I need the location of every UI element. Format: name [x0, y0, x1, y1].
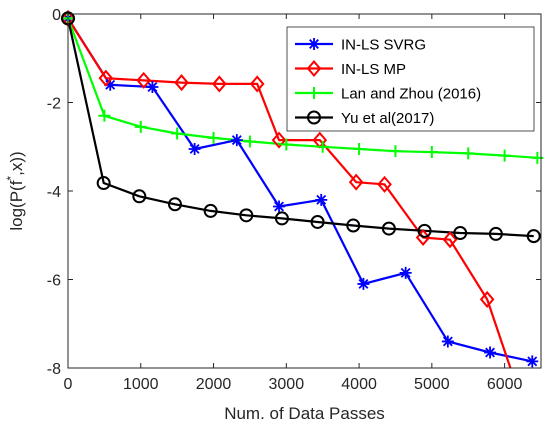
- data-point-lan-and-zhou-2016: [280, 138, 293, 151]
- data-point-yu-et-al-2017: [381, 221, 396, 236]
- y-axis-label-base: log(P(f: [7, 180, 26, 230]
- data-point-yu-et-al-2017: [132, 189, 147, 204]
- data-point-yu-et-al-2017: [96, 176, 111, 191]
- data-point-in-ls-mp: [136, 71, 151, 89]
- data-point-in-ls-mp: [377, 175, 392, 193]
- y-axis-label-tail: ,x)): [7, 151, 26, 176]
- data-point-yu-et-al-2017: [346, 218, 361, 233]
- data-point-in-ls-svrg: [188, 142, 201, 155]
- legend-label-in-ls-svrg: IN-LS SVRG: [341, 37, 426, 54]
- data-point-in-ls-svrg: [146, 81, 159, 94]
- series-line-lan-and-zhou-2016: [68, 18, 538, 159]
- x-axis-label: Num. of Data Passes: [224, 404, 385, 423]
- y-tick-label: -2: [47, 96, 61, 113]
- data-point-lan-and-zhou-2016: [425, 146, 438, 159]
- legend-marker-in-ls-svrg: [308, 38, 320, 50]
- data-point-in-ls-svrg: [357, 277, 370, 290]
- data-point-in-ls-mp: [98, 69, 114, 87]
- legend-marker-in-ls-mp: [306, 59, 322, 78]
- data-point-yu-et-al-2017: [239, 208, 254, 223]
- data-point-in-ls-svrg: [315, 193, 328, 206]
- data-point-in-ls-mp: [174, 74, 189, 92]
- x-tick-label: 6000: [487, 376, 523, 393]
- data-point-lan-and-zhou-2016: [243, 135, 256, 148]
- data-point-in-ls-svrg: [399, 266, 412, 279]
- x-tick-label: 4000: [341, 376, 377, 393]
- y-axis-label: log(P(f*,x)): [4, 151, 26, 230]
- x-tick-label: 0: [64, 376, 73, 393]
- data-point-yu-et-al-2017: [310, 214, 325, 229]
- data-point-lan-and-zhou-2016: [462, 147, 475, 160]
- data-point-in-ls-svrg: [441, 335, 454, 348]
- data-point-in-ls-mp: [442, 231, 458, 249]
- data-point-yu-et-al-2017: [274, 211, 289, 226]
- data-point-in-ls-svrg: [484, 346, 497, 359]
- legend-label-yu-et-al-2017: Yu et al(2017): [341, 110, 434, 127]
- data-point-in-ls-svrg: [104, 78, 117, 91]
- data-point-in-ls-mp: [249, 75, 265, 93]
- y-tick-label: -6: [47, 273, 61, 290]
- x-tick-label: 1000: [123, 376, 159, 393]
- data-point-in-ls-svrg: [526, 355, 539, 368]
- data-point-lan-and-zhou-2016: [498, 149, 511, 162]
- data-point-lan-and-zhou-2016: [316, 140, 329, 153]
- y-tick-label: 0: [52, 7, 61, 24]
- data-point-in-ls-svrg: [273, 200, 286, 213]
- legend-marker-yu-et-al-2017: [307, 110, 321, 125]
- data-point-in-ls-mp: [271, 131, 287, 149]
- data-point-lan-and-zhou-2016: [389, 145, 402, 158]
- y-tick-label: -8: [47, 361, 61, 378]
- y-axis-label-sup: *: [4, 176, 18, 181]
- legend: IN-LS SVRG IN-LS MP Lan and Zhou (2016) Yu …: [286, 26, 535, 132]
- data-point-yu-et-al-2017: [167, 197, 182, 212]
- data-point-yu-et-al-2017: [488, 226, 503, 241]
- legend-label-in-ls-mp: IN-LS MP: [341, 61, 406, 78]
- data-point-in-ls-mp: [212, 75, 227, 93]
- data-point-lan-and-zhou-2016: [207, 131, 220, 144]
- y-tick-label: -4: [47, 184, 61, 201]
- data-point-lan-and-zhou-2016: [98, 109, 111, 122]
- x-tick-label: 5000: [414, 376, 450, 393]
- data-point-yu-et-al-2017: [417, 223, 432, 238]
- legend-marker-lan-and-zhou-2016: [308, 87, 320, 99]
- data-point-lan-and-zhou-2016: [134, 120, 147, 133]
- data-point-lan-and-zhou-2016: [353, 142, 366, 155]
- data-point-yu-et-al-2017: [526, 229, 541, 244]
- legend-label-lan-and-zhou-2016: Lan and Zhou (2016): [341, 86, 481, 103]
- data-point-yu-et-al-2017: [203, 203, 218, 218]
- x-tick-label: 3000: [269, 376, 305, 393]
- data-point-in-ls-mp: [479, 290, 495, 308]
- data-point-in-ls-svrg: [230, 134, 243, 147]
- x-tick-label: 2000: [196, 376, 232, 393]
- data-point-yu-et-al-2017: [453, 226, 468, 241]
- data-point-in-ls-mp: [348, 173, 364, 191]
- data-point-lan-and-zhou-2016: [171, 127, 184, 140]
